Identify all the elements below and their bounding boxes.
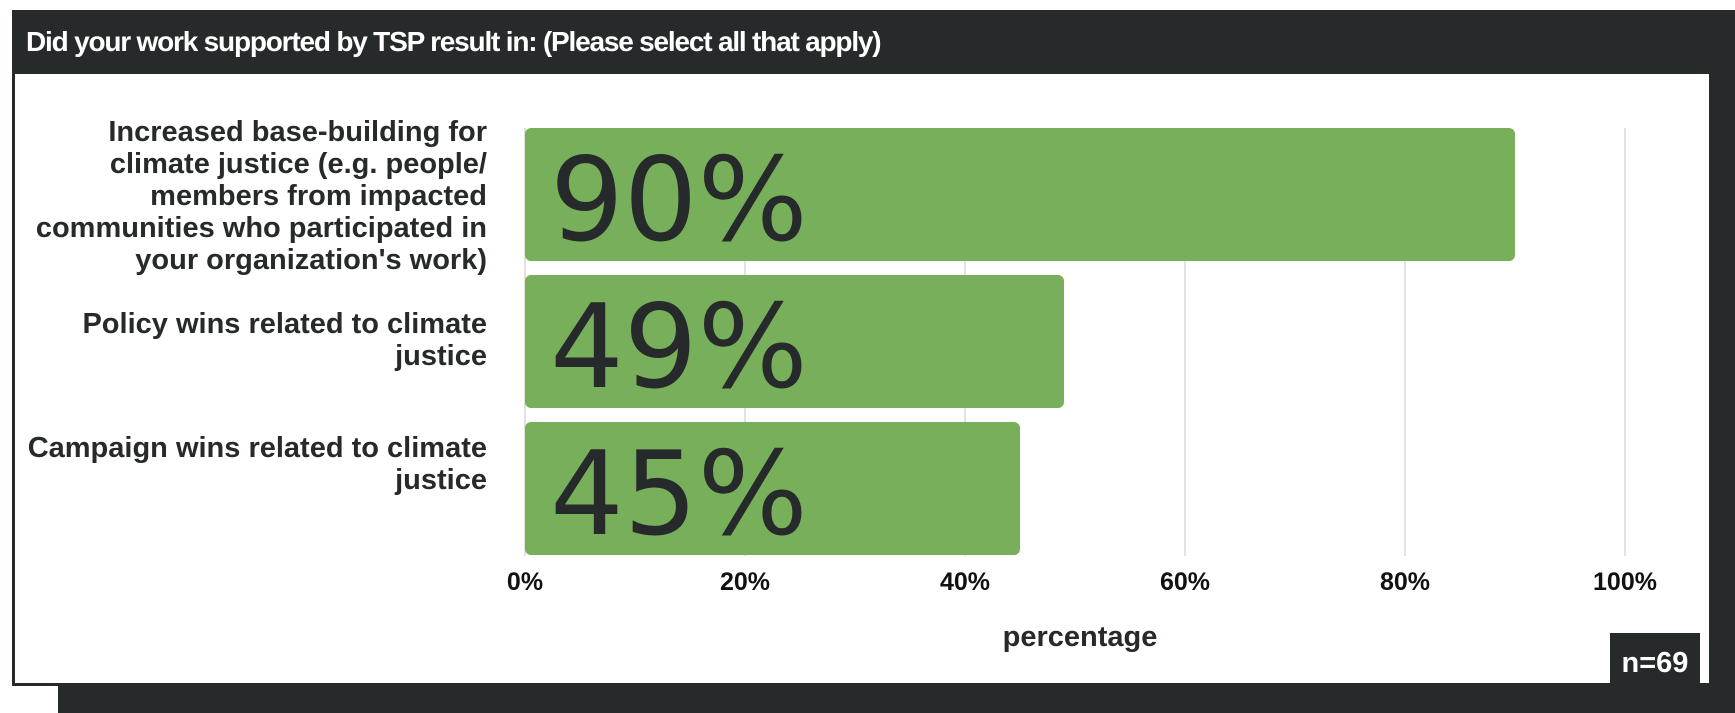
sample-size-label: n=69 xyxy=(1621,646,1689,679)
x-tick-label: 20% xyxy=(720,568,770,596)
x-tick-label: 80% xyxy=(1380,568,1430,596)
category-label: Policy wins related to climate justice xyxy=(82,308,487,372)
x-tick-label: 0% xyxy=(507,568,543,596)
frame-shadow-top xyxy=(1710,10,1735,90)
bar-data-label: 90% xyxy=(550,133,808,268)
x-tick-label: 60% xyxy=(1160,568,1210,596)
bars xyxy=(525,128,1515,555)
category-label: Campaign wins related to climate justice xyxy=(27,432,487,496)
sample-size-badge: n=69 xyxy=(1610,633,1700,693)
bar-data-label: 45% xyxy=(550,427,808,562)
bar xyxy=(525,422,1020,555)
x-tick-label: 100% xyxy=(1593,568,1657,596)
bar-data-label: 49% xyxy=(550,280,808,415)
chart-title-bar: Did your work supported by TSP result in… xyxy=(12,10,1712,74)
bar-labels: 90%49%45% xyxy=(550,133,808,562)
category-label: Increased base-building for climate just… xyxy=(35,116,487,276)
x-axis-ticks: 0% 20% 40% 60% 80% 100% xyxy=(507,568,1657,596)
x-tick-label: 40% xyxy=(940,568,990,596)
bar xyxy=(525,128,1515,261)
x-axis-title: percentage xyxy=(1003,621,1158,653)
bar xyxy=(525,275,1064,408)
chart-title: Did your work supported by TSP result in… xyxy=(26,26,882,57)
